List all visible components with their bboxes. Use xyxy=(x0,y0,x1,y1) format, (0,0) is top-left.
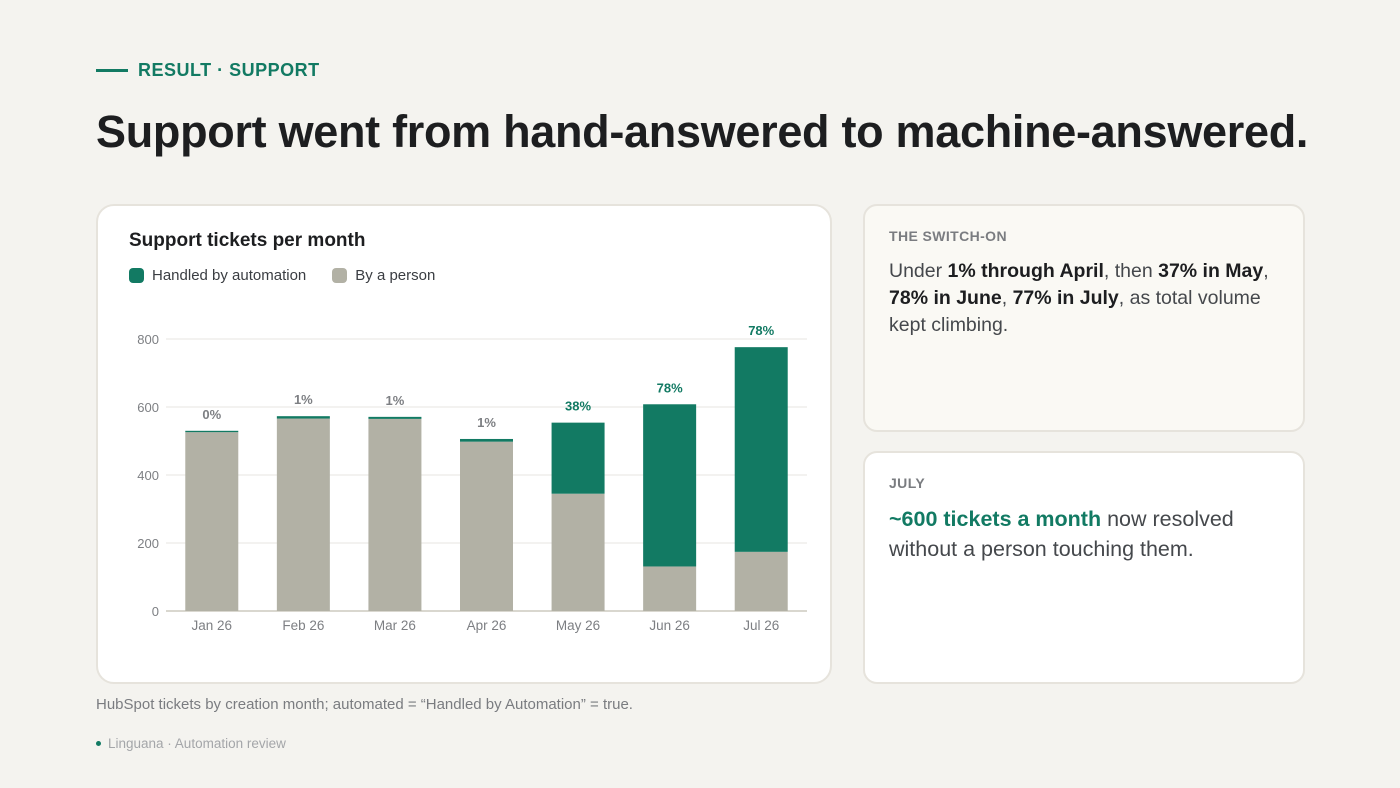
bar-percent-label: 1% xyxy=(294,392,313,407)
chart-title: Support tickets per month xyxy=(129,230,366,251)
july-highlight: ~600 tickets a month xyxy=(889,507,1102,531)
x-tick-label: Feb 26 xyxy=(282,618,324,633)
bar-automation xyxy=(276,416,330,419)
july-rest: now resolved without a person touching t… xyxy=(889,507,1234,561)
switch-on-t4: , xyxy=(1001,287,1013,309)
x-tick-label: Jan 26 xyxy=(192,618,233,633)
bar-automation xyxy=(368,416,422,419)
bar-percent-label: 78% xyxy=(748,323,774,338)
footer: Linguana · Automation review xyxy=(96,736,286,751)
x-tick-label: Jun 26 xyxy=(649,618,690,633)
y-tick-label: 600 xyxy=(137,400,159,415)
chart-legend: Handled by automation By a person xyxy=(129,267,435,284)
bar-person xyxy=(551,493,605,611)
bar-person xyxy=(460,441,513,611)
bar-automation xyxy=(185,430,239,433)
bar-person xyxy=(734,551,788,611)
y-tick-label: 800 xyxy=(137,332,159,347)
switch-on-b2: 37% in May xyxy=(1158,260,1264,282)
page-title: Support went from hand-answered to machi… xyxy=(96,106,1309,157)
switch-on-b3: 78% in June xyxy=(889,287,1002,309)
x-tick-label: May 26 xyxy=(556,618,600,633)
bar-automation xyxy=(643,404,697,567)
switch-on-b1: 1% through April xyxy=(947,260,1104,282)
bar-automation xyxy=(734,347,788,552)
legend-label-person: By a person xyxy=(355,267,436,284)
x-tick-label: Jul 26 xyxy=(743,618,779,633)
july-card: JULY ~600 tickets a month now resolved w… xyxy=(863,451,1305,684)
legend-item-person: By a person xyxy=(332,267,435,284)
bar-percent-label: 0% xyxy=(202,407,221,422)
x-tick-label: Mar 26 xyxy=(374,618,416,633)
switch-on-card: THE SWITCH-ON Under 1% through April, th… xyxy=(863,204,1305,432)
bar-person xyxy=(185,432,239,611)
footer-dot xyxy=(96,741,101,746)
switch-on-b4: 77% in July xyxy=(1012,287,1119,309)
july-label: JULY xyxy=(889,475,926,491)
eyebrow-text: RESULT · SUPPORT xyxy=(138,60,320,80)
y-tick-label: 200 xyxy=(137,536,159,551)
eyebrow-rule xyxy=(96,69,128,72)
chart-card: Support tickets per month Handled by aut… xyxy=(96,204,832,684)
bar-chart: 0 200 400 600 800 0% Jan 26 1% Feb 26 1% Mar 26 1% A… xyxy=(137,323,807,633)
switch-on-t3: , xyxy=(1263,260,1269,282)
x-tick-label: Apr 26 xyxy=(467,618,507,633)
bar-percent-label: 78% xyxy=(657,380,683,395)
bar-percent-label: 38% xyxy=(565,399,591,414)
bar-percent-label: 1% xyxy=(386,393,405,408)
y-tick-label: 0 xyxy=(152,604,159,619)
footnote: HubSpot tickets by creation month; autom… xyxy=(96,696,633,713)
switch-on-t5: , as total volume kept climbing. xyxy=(889,287,1261,336)
bar-automation xyxy=(551,422,605,494)
y-tick-label: 400 xyxy=(137,468,159,483)
bar-person xyxy=(368,418,422,611)
switch-on-text: Under 1% through April, then 37% in May,… xyxy=(889,258,1279,339)
footer-text: Linguana · Automation review xyxy=(108,736,286,751)
eyebrow: RESULT · SUPPORT xyxy=(96,60,320,81)
july-text: ~600 tickets a month now resolved withou… xyxy=(889,505,1279,564)
switch-on-label: THE SWITCH-ON xyxy=(889,228,1007,244)
bar-percent-label: 1% xyxy=(477,415,496,430)
legend-swatch-person xyxy=(332,268,348,283)
switch-on-t2: , then xyxy=(1103,260,1159,282)
legend-swatch-automation xyxy=(129,268,144,283)
bar-person xyxy=(276,418,330,611)
bar-person xyxy=(643,566,697,611)
legend-item-automation: Handled by automation xyxy=(129,267,306,284)
bar-automation xyxy=(460,438,513,442)
switch-on-t1: Under xyxy=(889,260,948,282)
legend-label-automation: Handled by automation xyxy=(152,267,307,284)
